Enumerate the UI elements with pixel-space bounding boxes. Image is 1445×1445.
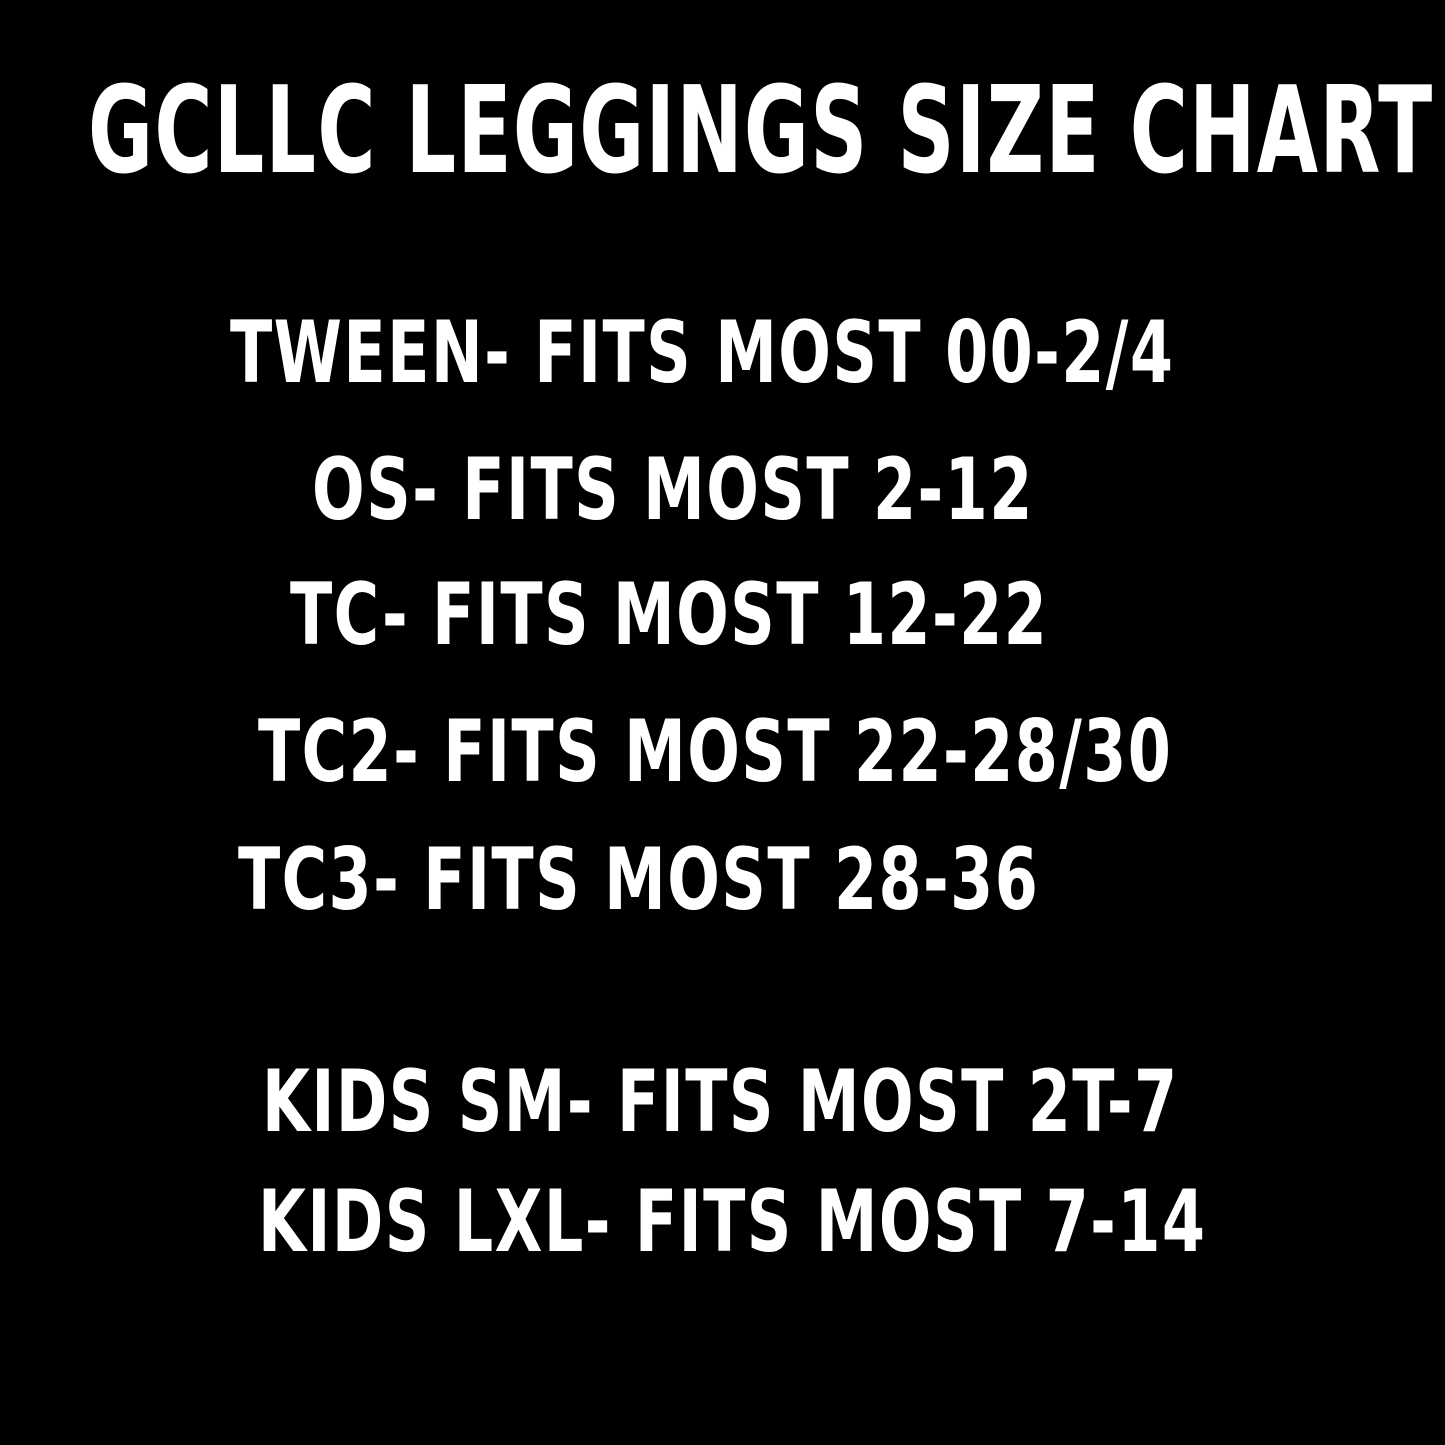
size-row: KIDS LXL- FITS MOST 7-14 <box>258 1172 1207 1272</box>
size-row: TC2- FITS MOST 22-28/30 <box>258 702 1173 802</box>
size-row: TC3- FITS MOST 28-36 <box>238 830 1040 930</box>
size-row: KIDS SM- FITS MOST 2T-7 <box>262 1052 1179 1152</box>
size-row: TC- FITS MOST 12-22 <box>290 565 1049 665</box>
size-row: TWEEN- FITS MOST 00-2/4 <box>230 303 1175 403</box>
title: GCLLC LEGGINGS SIZE CHART <box>88 62 1434 201</box>
size-row: OS- FITS MOST 2-12 <box>312 440 1034 540</box>
